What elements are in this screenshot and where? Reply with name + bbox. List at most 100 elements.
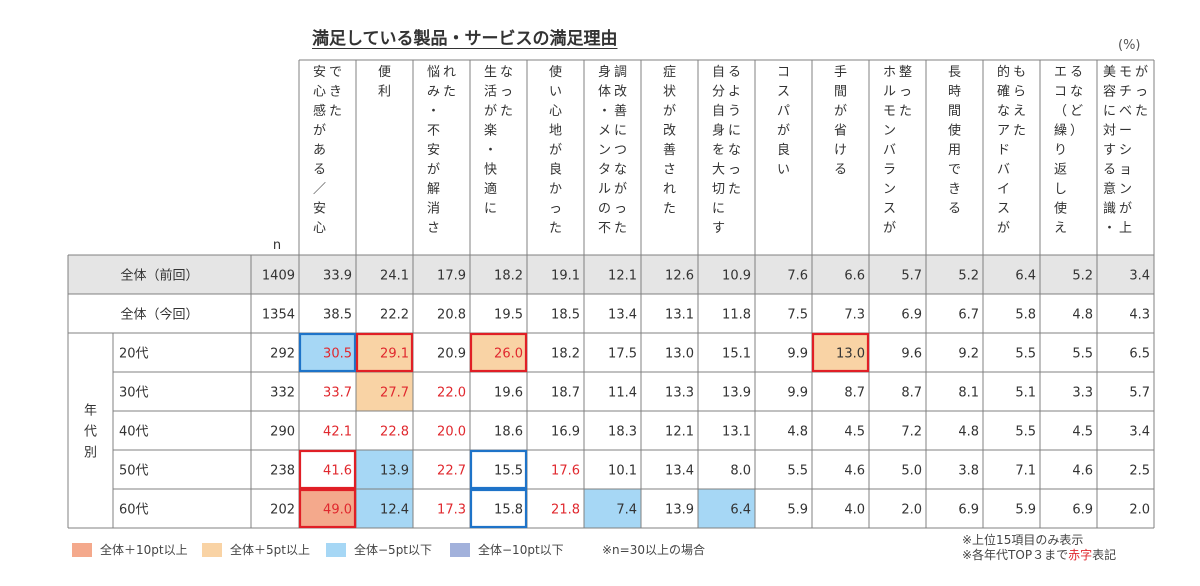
row-label-0: 全体（前回） <box>120 268 198 284</box>
column-header-glyph: ル <box>598 182 611 197</box>
legend-swatch-minus10 <box>450 542 470 557</box>
cell-value-5-9: 4.6 <box>844 464 865 479</box>
legend-item-minus5: 全体−5pt以下 <box>326 541 432 558</box>
column-header-glyph: ン <box>883 124 896 139</box>
column-header-glyph: モ <box>883 104 896 119</box>
cell-value-3-9: 8.7 <box>844 386 865 401</box>
cell-value-3-13: 3.3 <box>1072 386 1093 401</box>
cell-box-5-0 <box>298 449 357 490</box>
column-header-glyph: 安 <box>427 143 440 158</box>
column-header-glyph: エ <box>1054 65 1067 80</box>
cell-value-2-0: 30.5 <box>323 347 352 362</box>
column-header-glyph: に <box>728 124 741 139</box>
column-header-glyph: い <box>777 163 790 178</box>
legend-item-plus5: 全体＋5pt以上 <box>202 541 310 558</box>
column-header-glyph: る <box>948 202 961 217</box>
column-header-glyph: ス <box>883 202 896 217</box>
column-header-10-line-0: 整った <box>899 65 912 119</box>
cell-value-0-10: 5.7 <box>901 269 922 284</box>
column-header-glyph: 上 <box>1119 221 1132 236</box>
column-header-glyph: た <box>614 221 627 236</box>
cell-value-1-8: 7.5 <box>787 308 808 323</box>
cell-value-4-12: 5.5 <box>1015 425 1036 440</box>
column-header-glyph: ／ <box>313 182 326 197</box>
column-header-glyph: 身 <box>598 64 611 80</box>
row-n-5: 238 <box>270 464 295 479</box>
cell-value-6-1: 12.4 <box>380 503 409 518</box>
column-header-glyph: コ <box>1054 85 1067 100</box>
column-header-glyph: 心 <box>313 221 326 236</box>
cell-value-3-2: 22.0 <box>437 386 466 401</box>
column-header-glyph: す <box>1103 143 1116 158</box>
cell-value-5-12: 7.1 <box>1015 464 1036 479</box>
column-header-glyph: 安 <box>313 202 326 217</box>
column-header-glyph: 楽 <box>484 123 497 139</box>
prev-row-bg <box>68 255 1154 294</box>
column-header-glyph: 調 <box>614 65 627 80</box>
column-header-glyph: 意 <box>1103 181 1116 197</box>
cell-value-0-1: 24.1 <box>380 269 409 284</box>
page-title: 満足している製品・サービスの満足理由 <box>312 29 618 49</box>
column-header-glyph: タ <box>598 163 611 178</box>
cell-value-2-7: 15.1 <box>722 347 751 362</box>
cell-value-0-4: 19.1 <box>551 269 580 284</box>
cell-value-1-13: 4.8 <box>1072 308 1093 323</box>
column-header-glyph: 良 <box>549 162 562 178</box>
cell-box-5-3 <box>469 449 528 490</box>
column-header-glyph: っ <box>500 85 513 100</box>
column-header-glyph: い <box>549 85 562 100</box>
column-header-glyph: た <box>443 85 456 100</box>
cell-box-2-0 <box>298 332 357 373</box>
column-header-glyph: を <box>712 143 725 158</box>
column-header-glyph: っ <box>1135 85 1148 100</box>
column-header-glyph: か <box>549 182 562 197</box>
column-header-glyph: る <box>1103 163 1116 178</box>
cell-value-6-9: 4.0 <box>844 503 865 518</box>
cell-value-3-1: 27.7 <box>380 386 409 401</box>
group-label-glyph: 代 <box>84 425 97 440</box>
column-header-glyph: ン <box>598 143 611 158</box>
column-header-glyph: 良 <box>777 142 790 158</box>
column-header-glyph: け <box>834 143 847 158</box>
cell-box-2-9 <box>811 332 870 373</box>
column-header-glyph: イ <box>997 182 1010 197</box>
cell-value-3-4: 18.7 <box>551 386 580 401</box>
column-header-glyph: コ <box>777 65 790 80</box>
cell-value-0-0: 33.9 <box>323 269 352 284</box>
column-header-glyph: パ <box>777 104 790 119</box>
cell-value-1-11: 6.7 <box>958 308 979 323</box>
cell-value-1-1: 22.2 <box>380 308 409 323</box>
column-header-glyph: ー <box>1119 124 1132 139</box>
cell-value-3-5: 11.4 <box>608 386 637 401</box>
column-header-glyph: す <box>712 221 725 236</box>
legend-swatch-minus5 <box>326 542 346 557</box>
cell-value-4-9: 4.5 <box>844 425 865 440</box>
row-n-0: 1409 <box>262 269 295 284</box>
legend-label-plus5: 全体＋5pt以上 <box>230 543 310 557</box>
column-header-3-line-0: なった <box>500 65 513 119</box>
cell-value-1-10: 6.9 <box>901 308 922 323</box>
legend-swatch-plus10 <box>72 542 92 557</box>
row-label-6: 60代 <box>119 503 149 518</box>
cell-value-5-5: 10.1 <box>608 464 637 479</box>
column-header-glyph: 体 <box>598 85 611 100</box>
cell-value-1-9: 7.3 <box>844 308 865 323</box>
column-header-glyph: っ <box>549 202 562 217</box>
row-n-3: 332 <box>270 386 295 401</box>
cell-value-4-7: 13.1 <box>722 425 751 440</box>
cell-value-3-14: 5.7 <box>1129 386 1150 401</box>
cell-value-6-12: 5.9 <box>1015 503 1036 518</box>
column-header-glyph: メ <box>598 124 611 139</box>
cell-value-4-13: 4.5 <box>1072 425 1093 440</box>
column-header-glyph: た <box>663 202 676 217</box>
cell-value-4-3: 18.6 <box>494 425 523 440</box>
column-header-glyph: で <box>329 65 342 80</box>
column-header-glyph: き <box>948 182 961 197</box>
column-header-glyph: え <box>1054 221 1067 236</box>
cell-value-6-11: 6.9 <box>958 503 979 518</box>
column-header-glyph: 善 <box>614 103 627 119</box>
